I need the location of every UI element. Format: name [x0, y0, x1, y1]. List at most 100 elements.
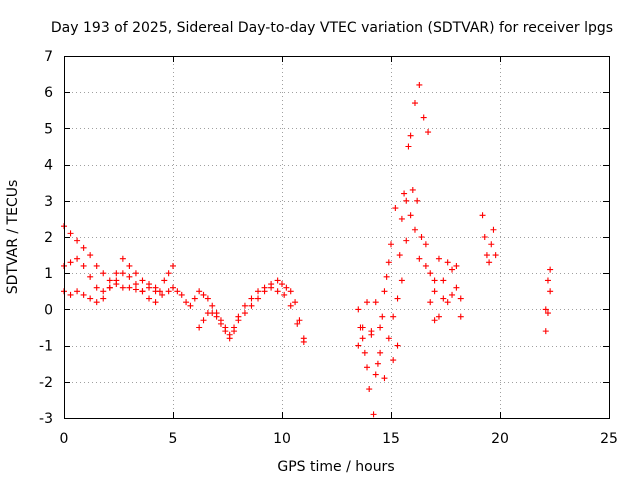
data-point — [300, 335, 307, 342]
data-point — [435, 255, 442, 262]
data-point — [217, 320, 224, 327]
data-point — [440, 295, 447, 302]
data-point — [374, 360, 381, 367]
data-point — [411, 100, 418, 107]
data-point — [377, 349, 384, 356]
data-point — [544, 310, 551, 317]
data-points — [61, 81, 554, 418]
data-point — [170, 284, 176, 291]
x-tick-label: 0 — [60, 431, 69, 447]
data-point — [146, 295, 153, 302]
data-point — [427, 299, 434, 306]
data-point — [281, 291, 288, 298]
data-point — [191, 295, 198, 302]
y-tick-label: -3 — [39, 411, 53, 427]
data-point — [161, 277, 168, 284]
data-point — [407, 212, 414, 219]
x-tick-label: 10 — [273, 431, 291, 447]
data-point — [453, 262, 460, 269]
data-point — [113, 277, 120, 284]
data-point — [418, 234, 425, 240]
data-point — [372, 299, 379, 306]
x-tick-label: 20 — [491, 431, 509, 447]
data-point — [213, 313, 220, 320]
data-point — [416, 255, 423, 262]
data-point — [425, 129, 432, 136]
y-tick-label: -2 — [39, 375, 53, 391]
data-point — [287, 288, 294, 295]
data-point — [226, 335, 233, 342]
data-point — [292, 299, 299, 306]
data-point — [74, 255, 81, 262]
data-point — [398, 215, 405, 222]
data-point — [196, 324, 203, 331]
data-point — [444, 299, 451, 306]
data-point — [388, 241, 394, 248]
data-point — [248, 302, 255, 309]
data-point — [200, 291, 207, 298]
data-point — [364, 299, 371, 306]
data-point — [390, 357, 397, 364]
data-point — [483, 252, 490, 259]
data-point — [204, 295, 211, 302]
data-point — [132, 281, 139, 288]
data-point — [241, 310, 248, 317]
data-point — [146, 281, 153, 288]
data-point — [187, 302, 194, 309]
data-point — [422, 241, 429, 248]
series-track-F — [355, 81, 432, 378]
data-point — [274, 288, 281, 295]
data-point — [126, 273, 133, 280]
series-track-J — [431, 259, 464, 320]
data-point — [222, 328, 229, 335]
data-point — [359, 335, 366, 342]
data-point — [357, 324, 364, 331]
data-point — [422, 262, 429, 269]
data-point — [403, 237, 410, 244]
data-point — [93, 299, 100, 306]
data-point — [261, 288, 268, 295]
data-point — [156, 288, 163, 295]
data-point — [364, 364, 371, 371]
data-point — [427, 270, 434, 277]
data-point — [87, 295, 94, 302]
data-point — [372, 371, 379, 378]
data-point — [132, 286, 139, 293]
data-point — [268, 284, 275, 291]
series-track-L — [542, 266, 554, 335]
data-point — [407, 132, 414, 139]
data-point — [409, 186, 416, 193]
data-point — [80, 262, 87, 269]
data-point — [431, 277, 438, 284]
data-point — [381, 375, 388, 382]
data-point — [67, 291, 74, 298]
data-point — [119, 270, 126, 277]
data-point — [100, 288, 107, 295]
data-point — [165, 288, 172, 295]
x-tick-label: 5 — [169, 431, 178, 447]
data-point — [444, 259, 451, 266]
data-point — [355, 306, 362, 313]
data-point — [490, 226, 497, 233]
data-point — [361, 349, 368, 356]
data-point — [431, 317, 438, 324]
y-tick-label: 1 — [44, 266, 53, 282]
data-point — [355, 342, 362, 349]
series-track-G — [357, 143, 438, 418]
data-point — [294, 320, 301, 327]
y-tick-label: 3 — [44, 194, 53, 210]
data-point — [183, 299, 190, 306]
data-point — [196, 288, 203, 295]
y-tick-label: 5 — [44, 121, 53, 137]
data-point — [385, 335, 392, 342]
data-point — [87, 273, 94, 280]
y-tick-label: 4 — [44, 158, 53, 174]
series-track-K — [479, 212, 499, 266]
data-point — [542, 306, 549, 313]
data-point — [106, 277, 113, 284]
data-point — [119, 255, 126, 262]
series-track-H — [355, 212, 423, 382]
data-point — [159, 291, 166, 298]
data-point — [481, 234, 488, 240]
